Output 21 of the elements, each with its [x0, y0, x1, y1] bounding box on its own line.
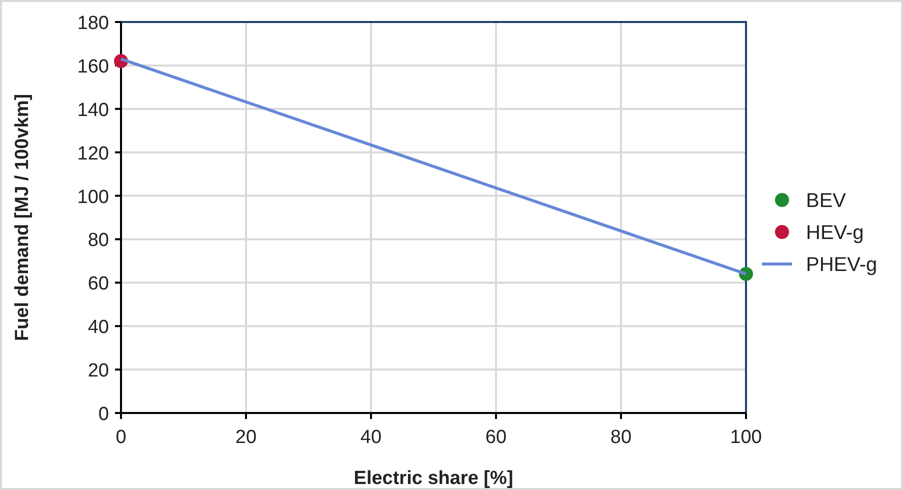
x-tick-label: 40	[360, 427, 382, 448]
y-tick-label: 100	[77, 186, 109, 208]
legend-label: PHEV-g	[806, 254, 878, 276]
y-axis-title: Fuel demand [MJ / 100vkm]	[12, 94, 33, 342]
y-tick-label: 160	[77, 56, 109, 78]
x-tick-label: 100	[730, 427, 762, 448]
y-tick-label: 0	[98, 404, 109, 425]
x-axis-title: Electric share [%]	[354, 468, 514, 489]
y-tick-label: 20	[88, 360, 109, 382]
y-tick-label: 120	[77, 143, 109, 164]
y-tick-label: 180	[77, 13, 109, 34]
x-tick-label: 0	[116, 427, 126, 448]
y-tick-label: 80	[88, 230, 109, 252]
y-tick-label: 40	[88, 317, 109, 338]
x-tick-label: 20	[235, 427, 257, 448]
legend-label: HEV-g	[806, 222, 864, 244]
y-tick-label: 140	[77, 100, 109, 121]
x-tick-label: 60	[485, 427, 507, 448]
legend-label: BEV	[806, 190, 847, 212]
x-tick-label: 80	[610, 427, 632, 448]
y-tick-label: 60	[88, 274, 109, 295]
